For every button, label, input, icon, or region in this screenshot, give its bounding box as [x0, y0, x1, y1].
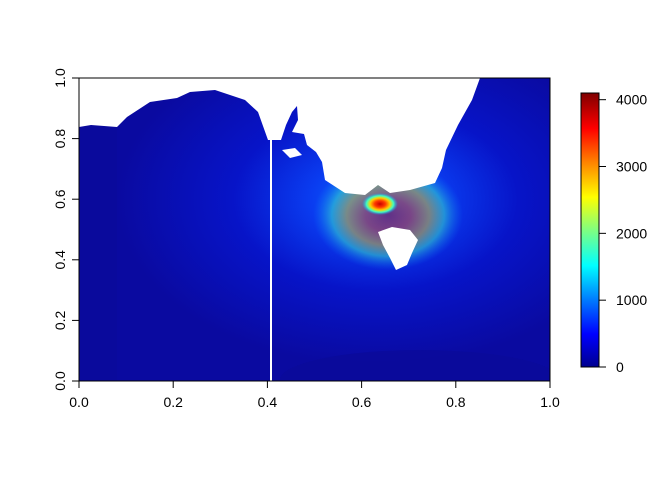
island-small: [282, 148, 302, 158]
y-tick-label: 0.4: [52, 250, 68, 270]
x-tick-label: 0.2: [163, 394, 183, 410]
heat-field-left-band: [79, 78, 117, 381]
island-tasmania: [378, 227, 418, 270]
plot-area: [79, 78, 550, 381]
y-tick-label: 0.2: [52, 310, 68, 330]
y-tick-label: 0.0: [52, 371, 68, 391]
x-tick-label: 1.0: [540, 394, 560, 410]
meridian-gap: [270, 140, 272, 381]
x-tick-label: 0.6: [352, 394, 372, 410]
landmass-mainland: [79, 78, 480, 195]
colorbar: 0 1000 2000 3000 4000: [580, 92, 647, 375]
x-ticks: 0.0 0.2 0.4 0.6 0.8 1.0: [69, 381, 560, 410]
colorbar-tick-label: 2000: [616, 225, 647, 241]
y-tick-label: 0.6: [52, 189, 68, 209]
x-tick-label: 0.4: [258, 394, 278, 410]
y-ticks: 0.0 0.2 0.4 0.6 0.8 1.0: [52, 68, 79, 391]
y-tick-label: 0.8: [52, 129, 68, 149]
colorbar-tick-label: 0: [616, 359, 624, 375]
y-tick-label: 1.0: [52, 68, 68, 88]
colorbar-tick-label: 3000: [616, 159, 647, 175]
heat-hotspot: [362, 193, 398, 215]
axes: 0.0 0.2 0.4 0.6 0.8 1.0 0.0 0.2 0.4 0.6 0.8 1.0: [52, 68, 560, 410]
x-tick-label: 0.0: [69, 394, 89, 410]
colorbar-ticks: 0 1000 2000 3000 4000: [599, 92, 647, 375]
colorbar-tick-label: 1000: [616, 292, 647, 308]
x-tick-label: 0.8: [446, 394, 466, 410]
colorbar-gradient: [580, 92, 600, 368]
heat-field-bottom-band: [280, 350, 550, 381]
colorbar-tick-label: 4000: [616, 92, 647, 108]
